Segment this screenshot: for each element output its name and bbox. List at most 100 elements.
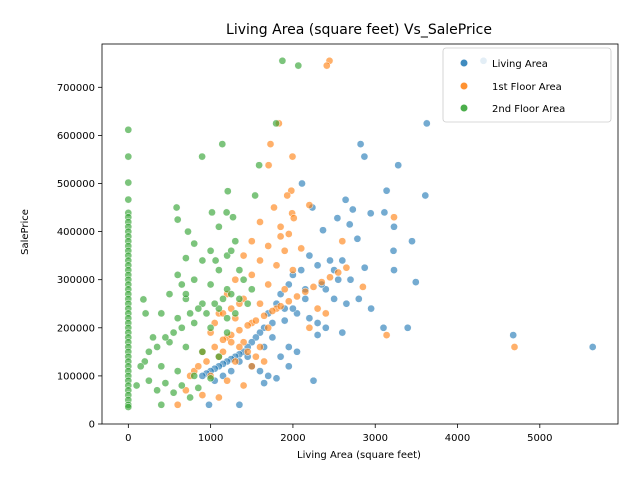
data-point	[330, 295, 338, 303]
y-axis-ticks: 0 100000 200000 300000 400000 500000 600000 700…	[57, 83, 102, 431]
plot-frame	[101, 43, 619, 425]
data-point	[272, 119, 280, 128]
data-point	[326, 256, 334, 265]
data-point	[198, 256, 207, 265]
data-point	[139, 295, 148, 304]
data-point	[276, 302, 285, 311]
data-point	[172, 203, 181, 212]
data-point	[345, 220, 354, 229]
data-point	[280, 285, 289, 294]
x-tick-label: 0	[125, 433, 131, 444]
y-tick-label: 0	[89, 420, 95, 431]
data-point	[202, 357, 211, 366]
data-point	[173, 314, 182, 323]
data-point	[256, 218, 264, 226]
data-point	[280, 316, 289, 325]
data-point	[161, 379, 170, 387]
data-point	[198, 152, 206, 161]
data-point	[341, 195, 350, 204]
data-point	[313, 261, 322, 270]
data-point	[322, 61, 331, 70]
data-point	[145, 347, 153, 356]
data-point	[198, 372, 207, 380]
data-point	[284, 230, 293, 238]
data-point	[198, 299, 207, 308]
data-point	[297, 244, 306, 253]
data-point	[165, 290, 174, 298]
data-point	[359, 283, 367, 291]
data-point	[235, 343, 244, 351]
data-point	[173, 367, 182, 375]
data-point	[124, 195, 133, 204]
data-point	[194, 362, 203, 371]
data-point	[157, 400, 166, 409]
data-point	[338, 237, 347, 246]
data-point	[153, 343, 161, 351]
data-point	[319, 226, 327, 235]
data-point	[190, 239, 199, 248]
data-point	[301, 295, 310, 303]
data-point	[379, 323, 388, 332]
data-point	[266, 140, 275, 148]
data-point	[289, 266, 297, 274]
x-axis-label: Living Area (square feet)	[297, 450, 421, 461]
data-point	[256, 256, 264, 265]
data-point	[215, 222, 223, 231]
data-point	[145, 376, 153, 385]
data-point	[182, 254, 190, 262]
y-tick-label: 200000	[57, 323, 95, 334]
data-point	[227, 338, 236, 347]
data-point	[284, 297, 293, 306]
data-point	[219, 347, 227, 356]
data-point	[227, 367, 236, 375]
data-point	[219, 335, 227, 344]
data-point	[227, 246, 236, 255]
data-point	[247, 362, 256, 371]
data-point	[276, 222, 285, 231]
x-axis-ticks: 0 1000 2000 3000 4000 5000	[125, 424, 553, 444]
data-point	[390, 266, 398, 274]
data-point	[215, 304, 223, 313]
data-point	[235, 266, 244, 274]
data-point	[421, 191, 430, 200]
data-point	[360, 263, 369, 272]
data-point	[294, 61, 303, 70]
data-point	[132, 381, 141, 390]
x-tick-label: 2000	[280, 433, 305, 444]
data-point	[264, 242, 273, 250]
data-point	[231, 275, 240, 284]
data-point	[243, 321, 252, 330]
y-tick-label: 300000	[57, 275, 95, 286]
data-point	[255, 161, 263, 170]
data-point	[588, 343, 597, 351]
data-point	[235, 326, 244, 335]
data-point	[229, 213, 237, 222]
data-point	[276, 232, 285, 241]
y-tick-label: 400000	[57, 227, 95, 238]
y-tick-label: 700000	[57, 83, 95, 94]
data-point	[169, 388, 178, 397]
data-point	[408, 237, 416, 246]
data-point	[403, 323, 412, 332]
data-point	[333, 214, 342, 222]
data-point	[219, 295, 227, 303]
legend: Living Area 1st Floor Area 2nd Floor Are…	[442, 47, 612, 123]
data-point	[326, 273, 334, 282]
data-point	[252, 316, 260, 325]
y-tick-label: 600000	[57, 131, 95, 142]
data-point	[360, 152, 369, 161]
data-point	[149, 333, 157, 342]
data-point	[210, 299, 219, 308]
data-point	[346, 275, 355, 284]
data-point	[208, 208, 216, 217]
data-point	[182, 343, 190, 351]
data-point	[243, 299, 252, 308]
data-point	[354, 295, 363, 303]
data-point	[276, 352, 285, 361]
data-point	[194, 384, 203, 392]
data-point	[186, 309, 194, 318]
legend-marker-2nd-floor-area	[460, 104, 468, 112]
x-tick-label: 5000	[527, 433, 552, 444]
data-point	[309, 376, 318, 385]
